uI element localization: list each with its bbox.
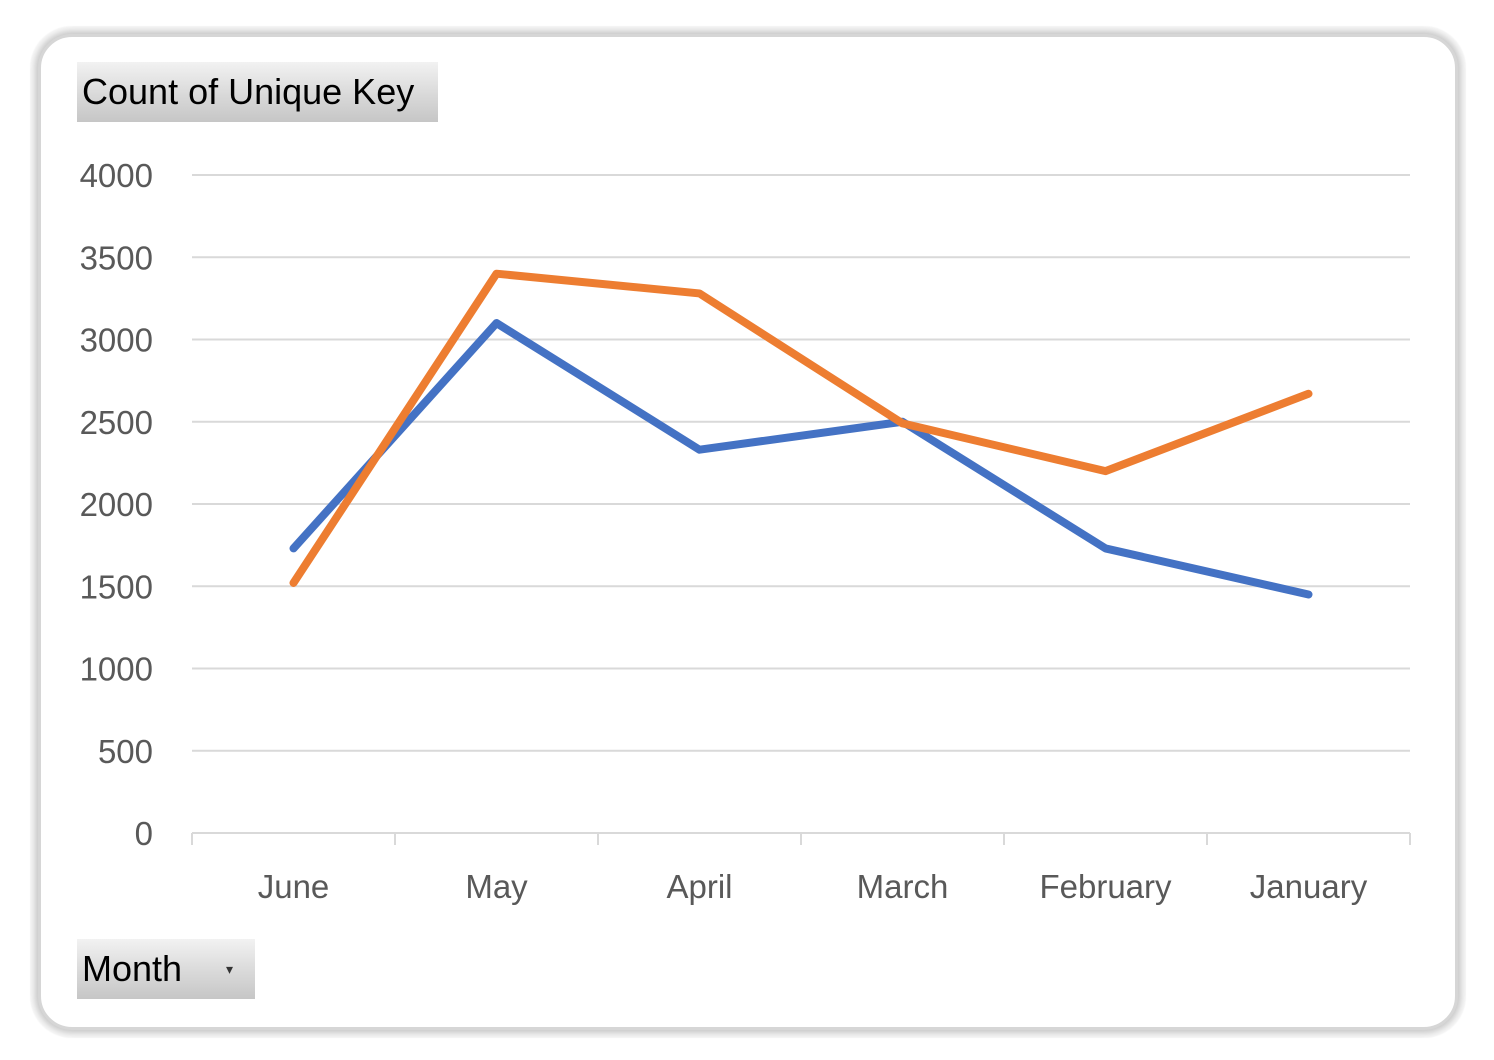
x-tick-label: February bbox=[1039, 868, 1172, 905]
y-tick-label: 4000 bbox=[80, 157, 153, 194]
y-tick-label: 3000 bbox=[80, 322, 153, 359]
y-tick-label: 3500 bbox=[80, 239, 153, 276]
axis-field-label: Month bbox=[82, 948, 183, 989]
series-lines bbox=[289, 269, 1313, 599]
chart-frame: 0 500 1000 1500 2000 2500 3000 3500 4000 June May… bbox=[38, 34, 1458, 1030]
series-1-line[interactable] bbox=[289, 319, 1313, 599]
value-field-button[interactable]: Count of Unique Key bbox=[77, 62, 438, 122]
x-axis bbox=[191, 832, 1411, 845]
y-tick-label: 2500 bbox=[80, 404, 153, 441]
y-tick-label: 1000 bbox=[80, 651, 153, 688]
axis-field-button[interactable]: Month ▾ bbox=[77, 939, 255, 999]
series-2-line[interactable] bbox=[289, 269, 1313, 587]
x-tick-label: June bbox=[258, 868, 330, 905]
x-axis-tick-labels: June May April March February January bbox=[258, 868, 1368, 905]
x-tick-label: April bbox=[666, 868, 732, 905]
y-tick-label: 2000 bbox=[80, 486, 153, 523]
dropdown-arrow-icon[interactable]: ▾ bbox=[225, 961, 233, 977]
y-tick-label: 1500 bbox=[80, 568, 153, 605]
x-tick-label: May bbox=[465, 868, 528, 905]
x-tick-label: March bbox=[857, 868, 949, 905]
x-tick-label: January bbox=[1250, 868, 1368, 905]
y-tick-label: 0 bbox=[135, 815, 153, 852]
y-axis-tick-labels: 0 500 1000 1500 2000 2500 3000 3500 4000 bbox=[80, 157, 153, 852]
value-field-label: Count of Unique Key bbox=[82, 71, 415, 112]
y-tick-label: 500 bbox=[98, 733, 153, 770]
line-chart: 0 500 1000 1500 2000 2500 3000 3500 4000 June May… bbox=[80, 157, 1411, 905]
